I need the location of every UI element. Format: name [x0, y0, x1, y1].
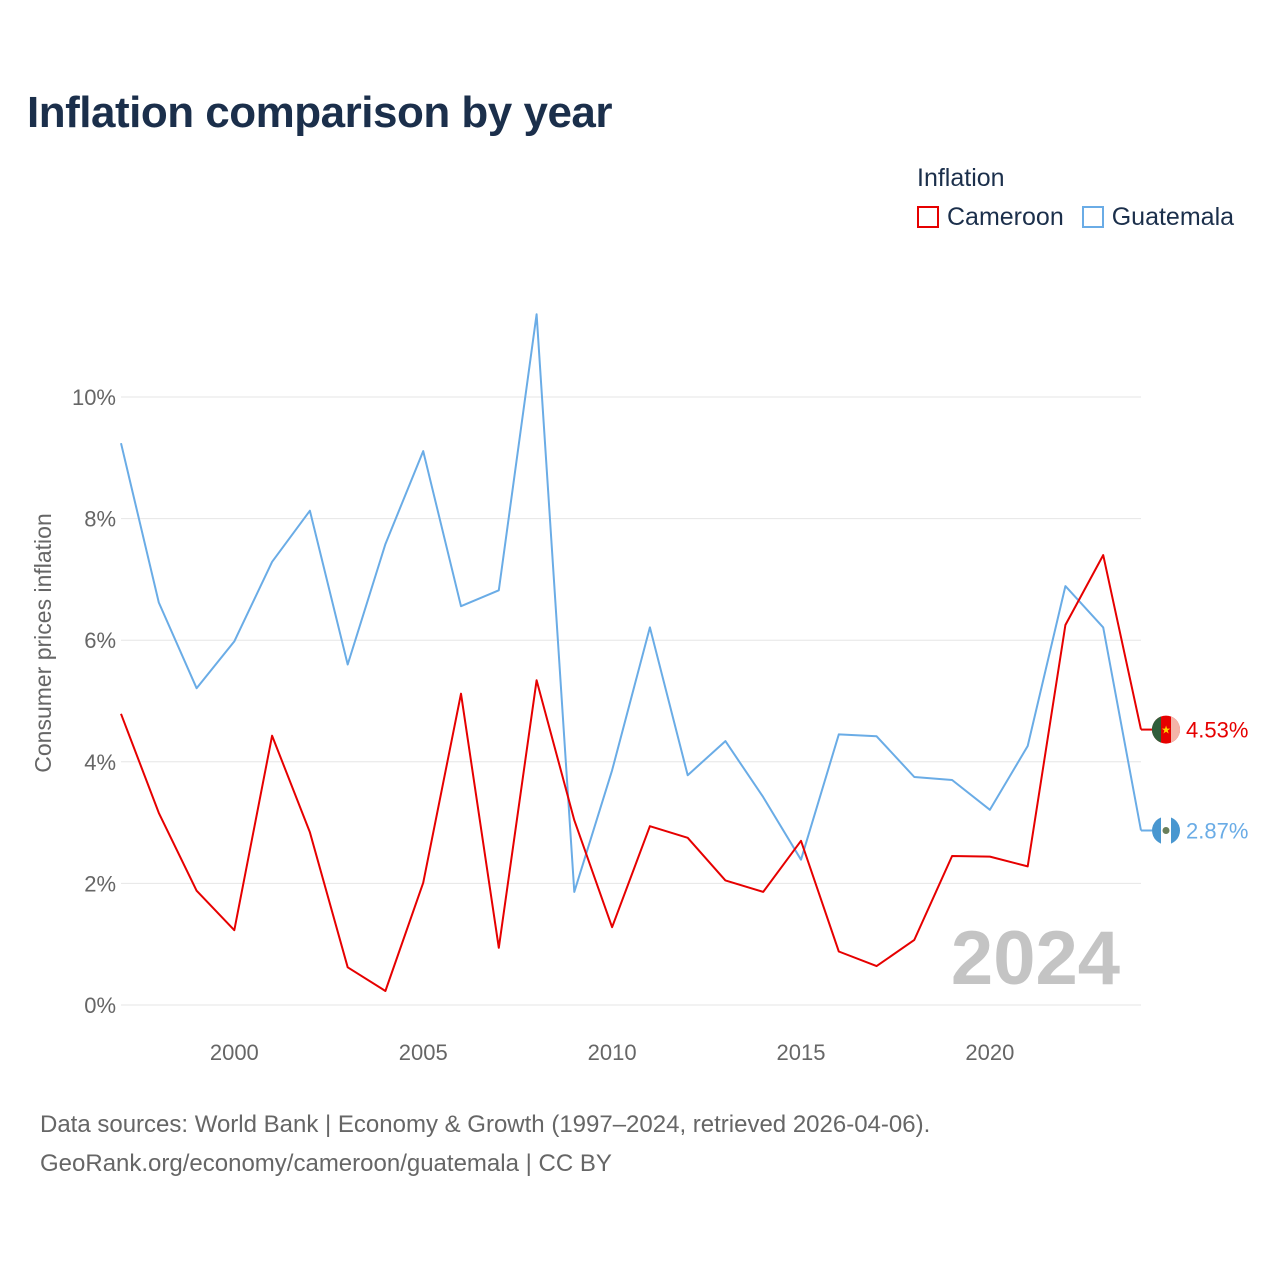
end-value-label-cameroon: 4.53%: [1186, 718, 1248, 743]
x-tick-label: 2010: [588, 1040, 637, 1065]
data-point-cameroon: [610, 925, 615, 930]
y-tick-label: 10%: [72, 385, 116, 410]
x-tick-label: 2015: [777, 1040, 826, 1065]
data-point-cameroon: [874, 964, 879, 969]
data-point-cameroon: [194, 888, 199, 893]
data-point-guatemala: [950, 778, 955, 783]
data-point-cameroon: [1025, 864, 1030, 869]
data-point-guatemala: [421, 449, 426, 454]
y-axis-title: Consumer prices inflation: [30, 513, 56, 773]
legend-item-guatemala[interactable]: Guatemala: [1081, 202, 1235, 232]
series-line-guatemala: [120, 313, 1142, 893]
data-point-guatemala: [496, 588, 501, 593]
y-tick-label: 0%: [84, 993, 116, 1018]
flag-star-icon: ★: [1161, 725, 1171, 737]
data-point-cameroon: [1101, 553, 1106, 558]
data-point-guatemala: [723, 739, 728, 744]
data-point-guatemala: [156, 600, 161, 605]
data-point-guatemala: [685, 773, 690, 778]
y-tick-label: 6%: [84, 628, 116, 653]
data-point-cameroon: [496, 945, 501, 950]
data-point-cameroon: [647, 824, 652, 829]
data-point-cameroon: [723, 878, 728, 883]
data-point-cameroon: [534, 678, 539, 683]
data-point-guatemala: [610, 768, 615, 773]
x-tick-label: 2020: [965, 1040, 1014, 1065]
legend: Inflation Cameroon Guatemala: [917, 160, 1252, 232]
data-point-guatemala: [1101, 625, 1106, 630]
data-point-cameroon: [459, 691, 464, 696]
legend-swatch-guatemala: [1081, 206, 1104, 228]
flag-emblem-icon: [1162, 827, 1170, 835]
data-point-cameroon: [345, 965, 350, 970]
line-chart: 0% 2% 4% 6% 8% 10% 2000 2005 2010 2015 2020 Consume…: [30, 312, 1248, 1065]
source-url[interactable]: GeoRank.org/economy/cameroon/guatemala |…: [40, 1150, 612, 1177]
y-tick-label: 8%: [84, 507, 116, 532]
data-point-cameroon: [383, 989, 388, 994]
data-point-guatemala: [647, 625, 652, 630]
data-point-cameroon: [1063, 623, 1068, 628]
data-point-cameroon: [950, 854, 955, 859]
legend-swatch-cameroon: [917, 206, 939, 228]
data-point-cameroon: [421, 880, 426, 885]
data-point-guatemala: [194, 686, 199, 691]
data-point-guatemala: [345, 662, 350, 667]
data-point-guatemala: [459, 604, 464, 609]
data-point-guatemala: [799, 857, 804, 862]
data-point-guatemala: [307, 508, 312, 513]
data-point-cameroon: [270, 733, 275, 738]
data-point-cameroon: [307, 830, 312, 835]
legend-label-guatemala: Guatemala: [1111, 203, 1235, 231]
data-point-guatemala: [232, 639, 237, 644]
data-point-cameroon: [685, 835, 690, 840]
data-point-cameroon: [836, 949, 841, 954]
data-point-guatemala: [119, 441, 124, 446]
flag-band-right: [1171, 716, 1181, 743]
data-point-guatemala: [1025, 743, 1030, 748]
data-point-guatemala: [383, 542, 388, 547]
data-point-guatemala: [761, 795, 766, 800]
data-point-cameroon: [119, 711, 124, 716]
data-source-note: Data sources: World Bank | Economy & Gro…: [40, 1111, 931, 1138]
end-value-label-guatemala: 2.87%: [1186, 819, 1248, 844]
data-point-cameroon: [156, 810, 161, 815]
data-point-cameroon: [799, 838, 804, 843]
year-watermark: 2024: [951, 916, 1120, 1001]
flag-band-left: [1151, 716, 1161, 743]
legend-title: Inflation: [917, 164, 1005, 192]
footer: Data sources: World Bank | Economy & Gro…: [40, 1105, 930, 1183]
data-point-guatemala: [270, 559, 275, 564]
series-line-cameroon: [120, 554, 1142, 992]
data-point-cameroon: [987, 854, 992, 859]
y-tick-label: 2%: [84, 871, 116, 896]
data-point-cameroon: [761, 889, 766, 894]
legend-label-cameroon: Cameroon: [947, 203, 1064, 231]
data-point-guatemala: [1063, 584, 1068, 589]
data-point-cameroon: [912, 937, 917, 942]
data-point-guatemala: [534, 312, 539, 317]
data-point-guatemala: [572, 889, 577, 894]
data-point-guatemala: [836, 732, 841, 737]
x-tick-label: 2005: [399, 1040, 448, 1065]
data-point-cameroon: [572, 818, 577, 823]
data-point-guatemala: [874, 734, 879, 739]
data-point-guatemala: [987, 807, 992, 812]
data-point-guatemala: [912, 775, 917, 780]
chart-title: Inflation comparison by year: [27, 88, 613, 137]
legend-item-cameroon[interactable]: Cameroon: [917, 202, 1064, 232]
x-tick-label: 2000: [210, 1040, 259, 1065]
y-tick-label: 4%: [84, 750, 116, 775]
data-point-cameroon: [232, 928, 237, 933]
